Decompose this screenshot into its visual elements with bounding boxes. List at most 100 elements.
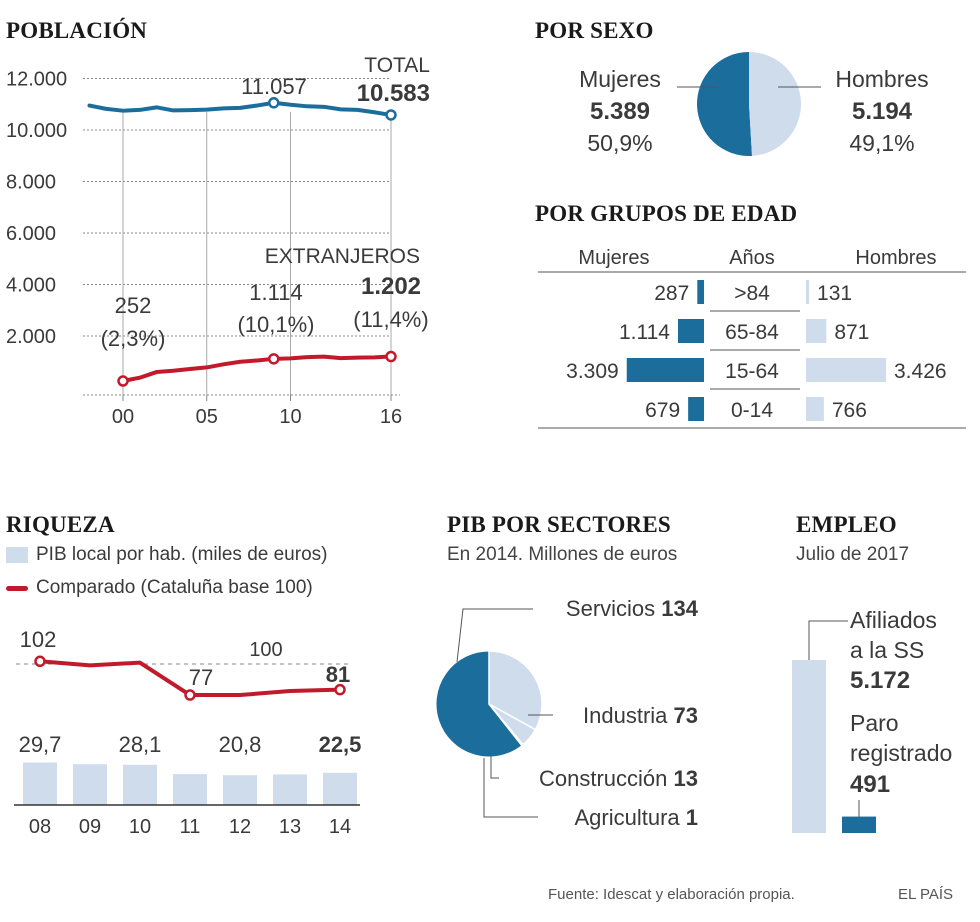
riqueza-line-marker	[34, 655, 46, 668]
pib-leader-agricultura	[483, 758, 538, 818]
poblacion-point-marker	[117, 375, 129, 387]
riqueza-bar-label: 22,5	[319, 732, 362, 757]
pib-label-agricultura: Agricultura 1	[574, 805, 698, 830]
poblacion-x-tick: 16	[380, 406, 402, 428]
edad-bar-mujeres	[626, 358, 704, 382]
poblacion-annotation-1114-pct: (10,1%)	[237, 312, 314, 337]
brand-name: EL PAÍS	[898, 886, 954, 903]
sexo-label-hombres: Hombres	[835, 66, 928, 92]
grupos-edad-heading: POR GRUPOS DE EDAD	[535, 201, 798, 226]
edad-bar-mujeres	[677, 319, 704, 343]
riqueza-bar	[323, 772, 357, 805]
poblacion-annotation-total-value: 10.583	[357, 80, 430, 107]
empleo-bar-afiliados	[792, 660, 826, 833]
empleo-label-afiliados-1: Afiliados	[850, 607, 937, 633]
riqueza-line-marker	[184, 689, 196, 701]
empleo-leader-afiliados	[808, 620, 848, 660]
por-sexo-heading: POR SEXO	[535, 18, 654, 43]
riqueza-line-marker	[334, 683, 346, 696]
edad-header-anos: Años	[729, 247, 775, 269]
pib-leader-construccion	[490, 756, 499, 779]
legend-bar-label: PIB local por hab. (miles de euros)	[36, 544, 328, 565]
empleo-bar-paro	[842, 816, 876, 833]
sexo-slice-mujeres	[697, 52, 753, 156]
edad-bar-mujeres	[688, 397, 704, 421]
poblacion-y-tick: 12.000	[6, 69, 67, 91]
riqueza-bar-label: 28,1	[119, 732, 162, 757]
poblacion-point-marker	[385, 350, 397, 363]
riqueza-x-tick: 09	[79, 816, 101, 838]
riqueza-line-label-77: 77	[189, 665, 213, 690]
pib-slice-industria	[488, 650, 543, 731]
empleo-subtitle: Julio de 2017	[796, 544, 910, 565]
pib-label-industria: Industria 73	[583, 703, 698, 728]
sexo-value-mujeres: 5.389	[590, 98, 650, 125]
empleo-value-afiliados: 5.172	[850, 667, 910, 694]
riqueza-bar	[273, 774, 307, 805]
poblacion-point-marker	[385, 109, 397, 121]
empleo-value-paro: 491	[850, 771, 890, 798]
edad-bar-hombres	[806, 319, 827, 343]
riqueza-bar-label: 20,8	[219, 732, 262, 757]
poblacion-x-tick: 00	[112, 406, 134, 428]
sexo-pct-hombres: 49,1%	[849, 130, 914, 156]
poblacion-annotation-extranjeros-value: 1.202	[361, 273, 421, 300]
edad-category-label: >84	[734, 282, 770, 305]
edad-bar-hombres	[806, 280, 810, 304]
legend-bar-swatch	[6, 547, 28, 563]
sexo-slice-hombres	[749, 52, 802, 156]
edad-header-mujeres: Mujeres	[578, 247, 649, 269]
empleo-label-paro-1: Paro	[850, 710, 899, 736]
pib-label-construcción: Construcción 13	[539, 766, 698, 791]
poblacion-series-line-total	[87, 100, 393, 117]
poblacion-y-tick: 2.000	[6, 326, 56, 348]
poblacion-annotation-252-pct: (2,3%)	[101, 326, 166, 351]
poblacion-heading: POBLACIÓN	[6, 18, 148, 43]
poblacion-annotation-11057: 11.057	[241, 74, 307, 99]
edad-value-hombres: 3.426	[894, 360, 947, 383]
riqueza-x-tick: 13	[279, 816, 301, 838]
poblacion-annotation-1114: 1.114	[249, 280, 302, 305]
edad-bar-hombres	[806, 397, 824, 421]
poblacion-y-tick: 4.000	[6, 275, 56, 297]
pib-sectores-heading: PIB POR SECTORES	[447, 512, 671, 537]
poblacion-annotation-total-label: TOTAL	[364, 54, 430, 77]
riqueza-legend-line: Comparado (Cataluña base 100)	[6, 577, 313, 599]
edad-bar-hombres	[806, 358, 886, 382]
poblacion-y-tick: 10.000	[6, 120, 67, 142]
edad-bar-mujeres	[697, 280, 704, 304]
poblacion-point-marker	[268, 97, 280, 109]
poblacion-x-tick: 10	[279, 406, 301, 428]
pib-sectores-subtitle: En 2014. Millones de euros	[447, 544, 678, 565]
edad-category-label: 0-14	[731, 399, 773, 422]
empleo-label-afiliados-2: a la SS	[850, 637, 924, 663]
riqueza-x-tick: 14	[329, 816, 351, 838]
legend-line-swatch	[6, 585, 28, 591]
poblacion-annotation-252: 252	[115, 293, 152, 318]
riqueza-x-tick: 08	[29, 816, 51, 838]
poblacion-point-marker	[268, 353, 280, 365]
riqueza-reference-label: 100	[249, 639, 282, 661]
poblacion-annotation-extranjeros-label: EXTRANJEROS	[265, 245, 420, 268]
riqueza-x-tick: 10	[129, 816, 151, 838]
edad-header-hombres: Hombres	[855, 247, 936, 269]
edad-value-mujeres: 679	[645, 399, 680, 422]
sexo-value-hombres: 5.194	[852, 98, 913, 125]
riqueza-heading: RIQUEZA	[6, 512, 115, 537]
source-note: Fuente: Idescat y elaboración propia.	[548, 886, 795, 903]
poblacion-annotation-extranjeros-pct: (11,4%)	[353, 307, 428, 332]
riqueza-x-tick: 11	[180, 816, 201, 838]
edad-value-mujeres: 287	[654, 282, 689, 305]
riqueza-bar	[173, 774, 207, 805]
riqueza-bar	[73, 764, 107, 805]
empleo-label-paro-2: registrado	[850, 740, 952, 766]
riqueza-bar	[123, 764, 157, 805]
riqueza-bar	[23, 762, 57, 805]
poblacion-y-tick: 8.000	[6, 172, 56, 194]
pib-slice-agricultura	[488, 703, 525, 747]
poblacion-series-line-extranjeros	[121, 354, 393, 384]
legend-line-label: Comparado (Cataluña base 100)	[36, 577, 313, 598]
edad-value-hombres: 766	[832, 399, 867, 422]
edad-value-mujeres: 1.114	[619, 321, 670, 344]
